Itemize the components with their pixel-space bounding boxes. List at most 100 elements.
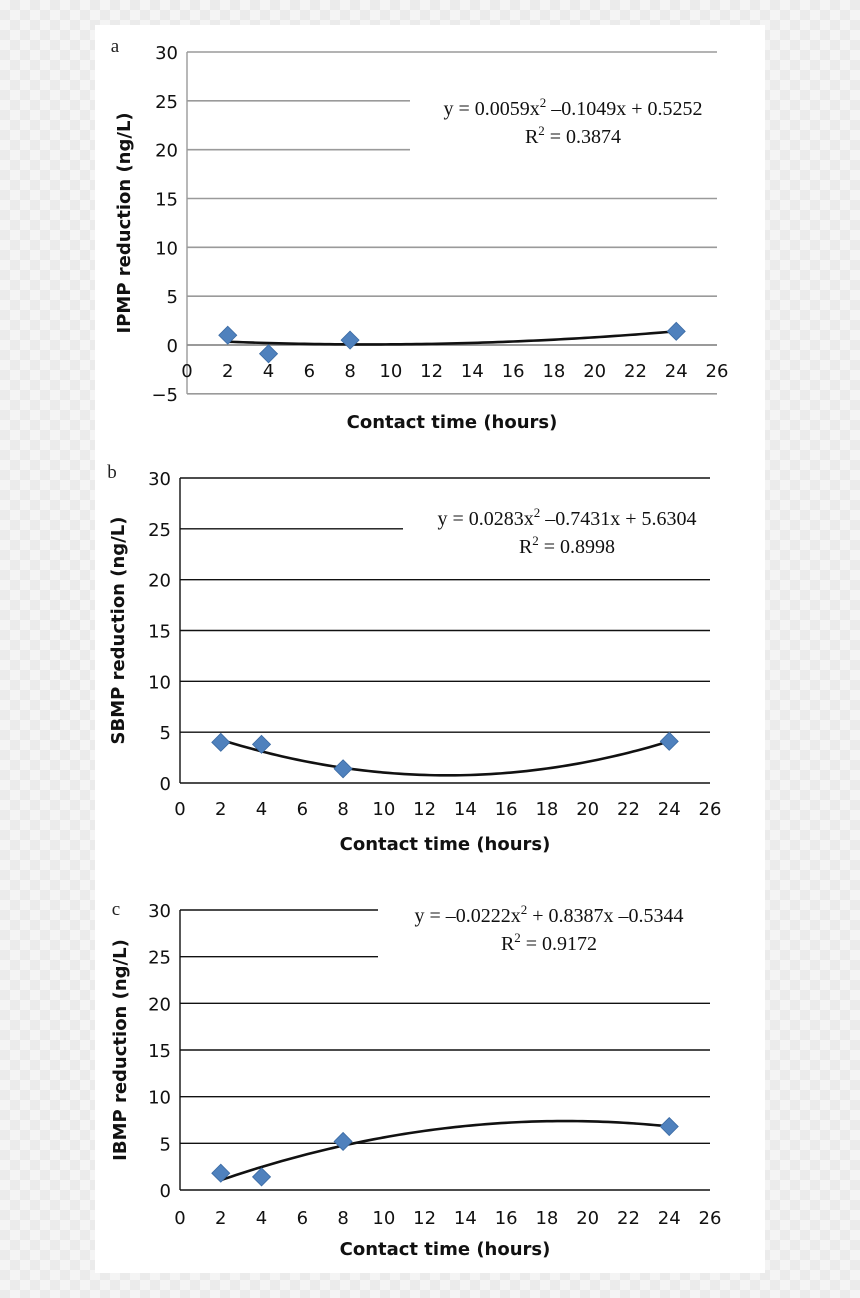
- y-tick-label: 25: [148, 948, 171, 969]
- y-tick-label: 30: [148, 469, 171, 490]
- x-tick-label: 8: [337, 799, 348, 820]
- y-tick-label: 25: [155, 92, 178, 113]
- panel-label: c: [112, 899, 120, 920]
- trendline: [220, 738, 670, 777]
- x-tick-label: 12: [413, 799, 436, 820]
- data-point: [251, 734, 272, 754]
- data-point: [258, 344, 279, 364]
- x-tick-label: 26: [699, 799, 722, 820]
- data-point: [251, 1167, 272, 1187]
- y-tick-label: 20: [148, 571, 171, 592]
- y-axis-title: SBMP reduction (ng/L): [108, 517, 129, 745]
- y-tick-label: 0: [160, 1181, 171, 1202]
- data-point: [659, 1116, 679, 1137]
- x-tick-label: 24: [658, 799, 681, 820]
- x-tick-label: 16: [495, 1208, 518, 1229]
- y-tick-label: 30: [148, 901, 171, 922]
- x-tick-label: 0: [174, 1208, 185, 1229]
- data-point: [211, 732, 231, 752]
- data-point: [666, 321, 686, 341]
- trendline: [227, 329, 677, 346]
- y-tick-label: 15: [148, 1041, 171, 1062]
- y-tick-label: 5: [160, 723, 171, 744]
- data-point: [340, 330, 360, 350]
- data-point: [211, 1163, 231, 1183]
- r-squared-label: R2 = 0.8998: [519, 533, 615, 558]
- x-tick-label: 16: [495, 799, 518, 820]
- panel-label: a: [111, 36, 120, 57]
- y-tick-label: 10: [155, 238, 178, 259]
- x-tick-label: 10: [372, 799, 395, 820]
- y-tick-label: 30: [155, 43, 178, 64]
- trendline-equation: y = –0.0222x2 + 0.8387x –0.5344: [414, 902, 683, 927]
- x-tick-label: 10: [379, 361, 402, 382]
- x-tick-label: 0: [181, 361, 192, 382]
- panel-label: b: [107, 462, 117, 483]
- x-axis-title: Contact time (hours): [340, 1239, 551, 1260]
- x-axis-title: Contact time (hours): [347, 412, 558, 433]
- x-tick-label: 2: [215, 1208, 226, 1229]
- x-tick-label: 0: [174, 799, 185, 820]
- x-tick-label: 12: [420, 361, 443, 382]
- data-point: [333, 1131, 353, 1152]
- x-tick-label: 20: [583, 361, 606, 382]
- x-tick-label: 4: [256, 799, 267, 820]
- x-tick-label: 24: [665, 361, 688, 382]
- y-axis-title: IBMP reduction (ng/L): [110, 939, 131, 1161]
- trendline-equation: y = 0.0283x2 –0.7431x + 5.6304: [437, 505, 696, 530]
- x-tick-label: 8: [344, 361, 355, 382]
- x-tick-label: 6: [297, 1208, 308, 1229]
- x-tick-label: 4: [256, 1208, 267, 1229]
- x-tick-label: 26: [706, 361, 729, 382]
- y-tick-label: 20: [155, 141, 178, 162]
- x-tick-label: 12: [413, 1208, 436, 1229]
- x-tick-label: 10: [372, 1208, 395, 1229]
- x-tick-label: 22: [617, 1208, 640, 1229]
- x-tick-label: 22: [624, 361, 647, 382]
- r-squared-label: R2 = 0.9172: [501, 930, 597, 955]
- x-tick-label: 18: [535, 1208, 558, 1229]
- y-tick-label: 0: [167, 336, 178, 357]
- x-tick-label: 20: [576, 1208, 599, 1229]
- x-tick-label: 18: [542, 361, 565, 382]
- figure: a −5 0 5 10 15 20 25 30 0 2 4 6 8 10 12 14 16 18 20 22 24 26 Co…: [95, 25, 765, 1273]
- y-tick-label: 15: [155, 190, 178, 211]
- x-tick-label: 2: [215, 799, 226, 820]
- x-tick-label: 8: [337, 1208, 348, 1229]
- y-tick-label: 15: [148, 622, 171, 643]
- y-tick-label: 20: [148, 994, 171, 1015]
- data-point: [659, 731, 679, 751]
- x-tick-label: 20: [576, 799, 599, 820]
- x-tick-label: 6: [297, 799, 308, 820]
- y-tick-label: 5: [160, 1134, 171, 1155]
- trendline-equation: y = 0.0059x2 –0.1049x + 0.5252: [443, 95, 702, 120]
- x-tick-label: 16: [502, 361, 525, 382]
- y-tick-label: 10: [148, 672, 171, 693]
- x-tick-label: 2: [222, 361, 233, 382]
- data-point: [333, 759, 353, 779]
- y-tick-label: 5: [167, 287, 178, 308]
- y-tick-label: 0: [160, 774, 171, 795]
- x-tick-label: 24: [658, 1208, 681, 1229]
- x-tick-label: 22: [617, 799, 640, 820]
- y-tick-label: 25: [148, 520, 171, 541]
- x-tick-label: 6: [304, 361, 315, 382]
- equation-box: [410, 87, 758, 154]
- equation-box: [403, 496, 751, 563]
- x-tick-label: 26: [699, 1208, 722, 1229]
- x-tick-label: 14: [461, 361, 484, 382]
- x-tick-label: 14: [454, 799, 477, 820]
- y-tick-label: 10: [148, 1088, 171, 1109]
- x-tick-label: 18: [535, 799, 558, 820]
- x-tick-label: 14: [454, 1208, 477, 1229]
- y-axis-title: IPMP reduction (ng/L): [114, 112, 135, 333]
- r-squared-label: R2 = 0.3874: [525, 123, 621, 148]
- x-tick-label: 4: [263, 361, 274, 382]
- data-point: [218, 325, 238, 345]
- equation-box: [378, 895, 736, 962]
- x-axis-title: Contact time (hours): [340, 834, 551, 855]
